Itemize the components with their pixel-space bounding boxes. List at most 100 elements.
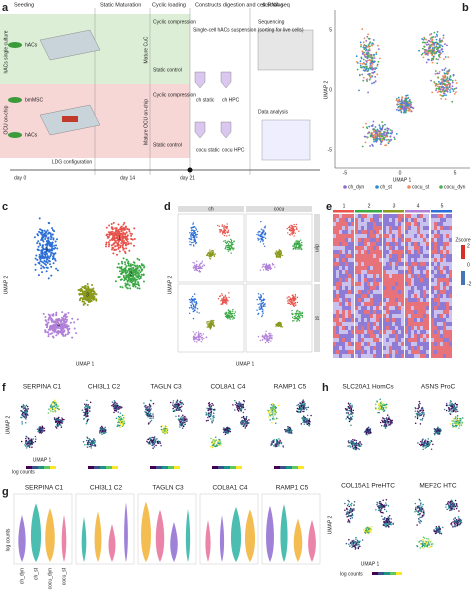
- cluster-bar: [405, 210, 430, 213]
- cell-point: [222, 231, 224, 234]
- heat-cell: [408, 322, 411, 326]
- heat-cell: [361, 314, 364, 318]
- heat-cell: [440, 242, 443, 246]
- heat-cell: [348, 278, 351, 282]
- heat-cell: [437, 246, 440, 250]
- cell-point: [451, 85, 454, 88]
- heat-cell: [449, 298, 452, 302]
- heat-cell: [339, 290, 342, 294]
- cell-point: [436, 91, 439, 94]
- cell-point: [127, 242, 130, 245]
- heat-cell: [414, 338, 417, 342]
- heat-cell: [440, 214, 443, 218]
- heat-cell: [420, 302, 423, 306]
- cell-point: [434, 36, 437, 38]
- heat-cell: [431, 214, 434, 218]
- cell-point: [223, 227, 225, 229]
- cell-point: [54, 410, 57, 412]
- cell-point: [292, 298, 295, 300]
- cell-point: [439, 39, 442, 42]
- cell-point: [128, 249, 131, 252]
- heat-cell: [336, 338, 339, 342]
- heat-cell: [355, 226, 358, 230]
- cell-point: [295, 316, 298, 319]
- cell-point: [405, 109, 407, 112]
- heat-cell: [339, 266, 342, 270]
- heat-cell: [351, 310, 354, 314]
- heat-cell: [367, 222, 370, 226]
- cell-point: [197, 336, 200, 339]
- cell-point: [431, 36, 434, 39]
- cell-point: [60, 424, 62, 426]
- cell-point: [269, 335, 271, 337]
- heat-cell: [376, 298, 379, 302]
- heat-cell: [395, 218, 398, 222]
- heat-cell: [392, 310, 395, 314]
- gene-title: SERPINA C1: [23, 384, 62, 391]
- cell-point: [295, 223, 298, 226]
- cell-point: [266, 338, 268, 340]
- cell-point: [60, 426, 63, 428]
- cell-point: [25, 409, 27, 412]
- cell-point: [432, 55, 435, 58]
- heat-cell: [440, 290, 443, 294]
- cell-point: [257, 239, 259, 241]
- axis-label: UMAP 1: [393, 177, 412, 183]
- cell-point: [294, 298, 297, 300]
- cell-point: [53, 330, 56, 333]
- cell-point: [264, 335, 266, 337]
- cell-point: [86, 303, 89, 306]
- heat-cell: [440, 222, 443, 226]
- heat-cell: [434, 258, 437, 262]
- header: Static Maturation: [100, 2, 141, 8]
- cell-point: [441, 45, 444, 48]
- heat-cell: [392, 266, 395, 270]
- heat-cell: [420, 346, 423, 350]
- cell-point: [33, 236, 36, 239]
- cell-point: [209, 326, 211, 329]
- heat-cell: [355, 278, 358, 282]
- heat-cell: [367, 334, 370, 338]
- cell-point: [436, 43, 439, 45]
- cell-point: [220, 300, 222, 302]
- cell-point: [194, 239, 196, 241]
- heat-cell: [348, 274, 351, 278]
- heat-cell: [395, 282, 398, 286]
- heat-cell: [355, 286, 358, 290]
- cell-point: [130, 237, 133, 240]
- cell-point: [51, 402, 54, 405]
- cell-point: [59, 421, 61, 424]
- cell-point: [292, 248, 294, 250]
- cell-point: [20, 416, 23, 419]
- cell-point: [294, 295, 297, 297]
- cell-point: [226, 231, 228, 233]
- cell-point: [123, 221, 126, 224]
- heat-cell: [383, 238, 386, 242]
- heat-cell: [333, 338, 336, 342]
- heat-cell: [401, 338, 404, 342]
- cell-point: [379, 126, 381, 128]
- heat-cell: [339, 318, 342, 322]
- cell-point: [121, 262, 124, 265]
- cell-point: [381, 135, 383, 138]
- heat-cell: [376, 318, 379, 322]
- heat-cell: [348, 286, 351, 290]
- cell-point: [374, 134, 377, 137]
- cell-point: [44, 315, 47, 318]
- cell-point: [372, 61, 375, 64]
- heat-cell: [417, 346, 420, 350]
- cell-point: [83, 294, 86, 297]
- heat-cell: [355, 238, 358, 242]
- cell-point: [368, 54, 371, 56]
- cell-point: [27, 438, 30, 440]
- cell-point: [446, 88, 448, 91]
- heat-cell: [398, 326, 401, 330]
- cell-point: [431, 39, 434, 42]
- cell-point: [374, 136, 377, 138]
- cell-point: [226, 228, 228, 230]
- heat-cell: [345, 214, 348, 218]
- cell-point: [45, 270, 48, 273]
- heat-cell: [414, 310, 417, 314]
- heat-cell: [348, 234, 351, 238]
- cell-point: [113, 248, 116, 251]
